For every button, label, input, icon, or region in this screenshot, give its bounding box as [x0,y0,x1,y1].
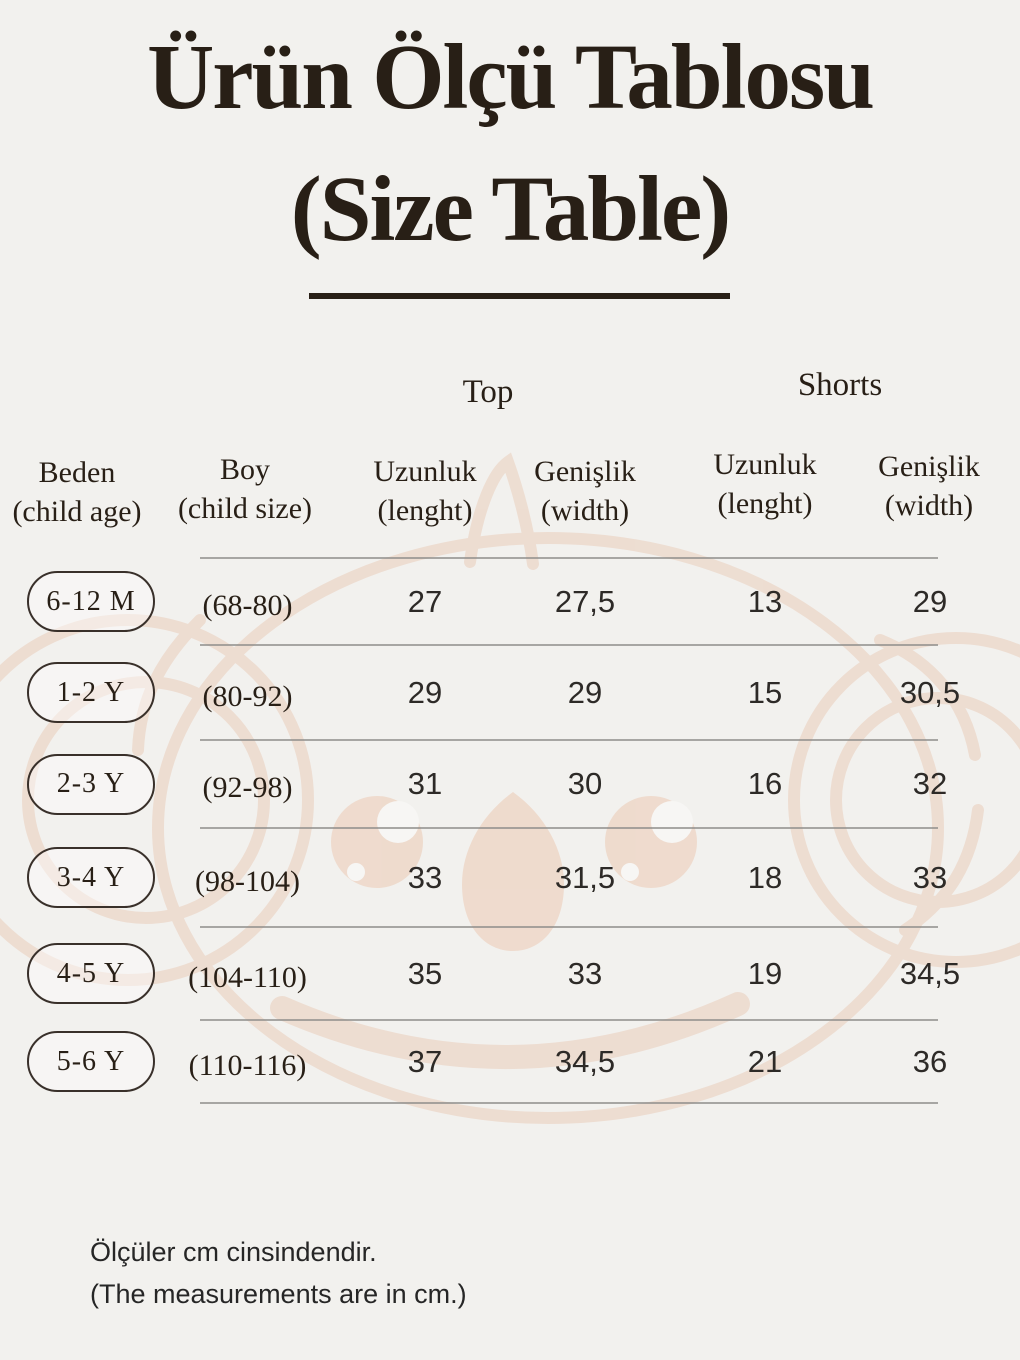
column-header-sub: (width) [540,494,630,527]
column-header-label: Uzunluk [713,448,817,481]
cell-shorts-uzunluk: 19 [747,955,783,991]
row-separator [200,1019,938,1021]
title-underline [309,293,730,299]
column-header-shorts-uzunluk: Uzunluk (lenght) [681,445,849,523]
row-separator [200,1102,938,1104]
table-row: 1-2 Y (80-92) 29 29 15 30,5 [0,645,1020,740]
size-badge: 5-6 Y [27,1031,155,1092]
cell-top-uzunluk: 29 [407,674,443,710]
column-header-sub: (lenght) [717,487,813,520]
page-title-english: (Size Table) [290,158,731,261]
row-separator [200,926,938,928]
cell-boy: (80-92) [202,679,293,713]
cell-top-uzunluk: 33 [407,859,443,895]
size-badge-label: 1-2 Y [56,676,126,708]
cell-shorts-genislik: 29 [912,583,948,619]
cell-shorts-genislik: 32 [912,766,948,801]
row-separator [200,557,938,559]
group-header-shorts: Shorts [797,367,883,403]
row-separator [200,739,938,741]
size-badge-label: 3-4 Y [56,861,126,893]
cell-shorts-uzunluk: 21 [747,1043,783,1079]
column-header-top-genislik: Genişlik (width) [501,452,669,530]
cell-beden: 5-6 Y [20,1020,162,1103]
table-row: 3-4 Y (98-104) 33 31,5 18 33 [0,828,1020,927]
cell-top-genislik: 29 [567,674,603,710]
column-header-label: Uzunluk [373,455,477,488]
table-row: 6-12 M (68-80) 27 27,5 13 29 [0,558,1020,645]
column-header-shorts-genislik: Genişlik (width) [845,447,1013,525]
cell-top-uzunluk: 27 [407,583,443,619]
column-header-sub: (child size) [177,492,313,525]
cell-boy: (68-80) [202,588,293,622]
cell-shorts-uzunluk: 13 [747,583,783,619]
column-header-sub: (lenght) [377,494,473,527]
table-row: 4-5 Y (104-110) 35 33 19 34,5 [0,927,1020,1020]
cell-shorts-uzunluk: 16 [747,766,783,801]
column-header-label: Genişlik [878,450,980,483]
column-header-boy: Boy (child size) [161,450,329,528]
cell-shorts-genislik: 30,5 [899,674,961,710]
column-header-label: Boy [219,453,270,486]
cell-top-uzunluk: 35 [407,955,443,991]
cell-shorts-uzunluk: 15 [747,674,783,710]
footnote-english: (The measurements are in cm.) [90,1279,467,1309]
cell-beden: 6-12 M [20,558,162,645]
table-row: 5-6 Y (110-116) 37 34,5 21 36 [0,1020,1020,1103]
cell-beden: 1-2 Y [20,645,162,740]
row-separator [200,827,938,829]
cell-boy: (98-104) [195,864,300,898]
cell-beden: 2-3 Y [20,740,162,828]
cell-shorts-uzunluk: 18 [747,859,783,895]
cell-top-genislik: 27,5 [554,583,616,619]
size-badge: 3-4 Y [27,847,155,908]
size-badge: 1-2 Y [27,662,155,723]
column-header-sub: (width) [884,489,974,522]
column-header-label: Beden [38,456,116,489]
row-separator [200,644,938,646]
cell-beden: 3-4 Y [20,828,162,927]
column-header-sub: (child age) [12,495,142,528]
cell-top-genislik: 31,5 [554,859,616,895]
column-header-beden: Beden (child age) [0,453,161,531]
size-badge-label: 2-3 Y [56,768,126,799]
cell-boy: (110-116) [188,1048,307,1082]
cell-top-genislik: 33 [567,955,603,991]
size-badge: 4-5 Y [27,943,155,1004]
size-badge-label: 5-6 Y [56,1045,126,1077]
cell-boy: (92-98) [202,771,293,804]
size-badge: 6-12 M [27,571,155,632]
page-title-turkish: Ürün Ölçü Tablosu [147,26,875,129]
cell-boy: (104-110) [188,960,307,994]
size-badge-label: 4-5 Y [56,957,126,989]
cell-beden: 4-5 Y [20,927,162,1020]
group-header-top: Top [462,374,514,410]
table-row: 2-3 Y (92-98) 31 30 16 32 [0,740,1020,828]
cell-top-genislik: 34,5 [554,1043,616,1079]
cell-shorts-genislik: 34,5 [899,955,961,991]
column-header-label: Genişlik [534,455,636,488]
cell-shorts-genislik: 33 [912,859,948,895]
size-badge-label: 6-12 M [46,585,136,617]
column-header-top-uzunluk: Uzunluk (lenght) [341,452,509,530]
cell-top-uzunluk: 31 [407,766,443,801]
cell-top-uzunluk: 37 [407,1043,443,1079]
size-badge: 2-3 Y [27,753,155,815]
footnote-turkish: Ölçüler cm cinsindendir. [90,1237,377,1267]
cell-top-genislik: 30 [567,766,603,801]
cell-shorts-genislik: 36 [912,1043,948,1079]
